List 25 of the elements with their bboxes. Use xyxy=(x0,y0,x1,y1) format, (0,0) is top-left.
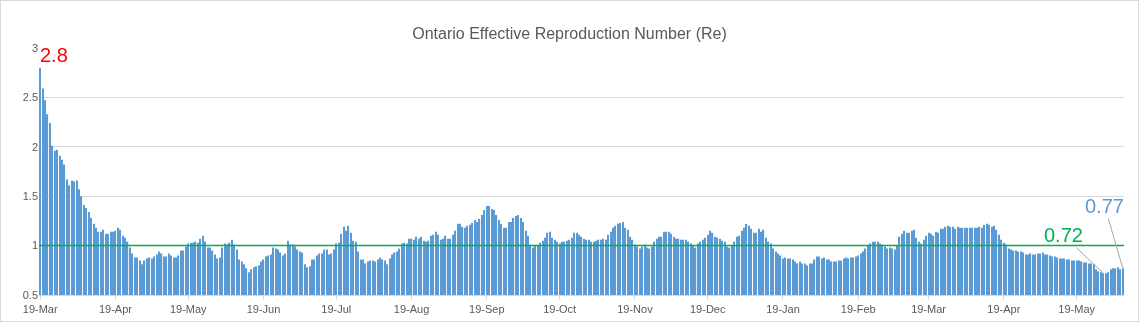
data-label: 2.8 xyxy=(40,44,68,66)
x-tick-label: 19-Jun xyxy=(246,303,281,316)
chart-title: Ontario Effective Reproduction Number (Re) xyxy=(412,24,727,42)
y-tick-label: 2 xyxy=(31,140,38,153)
x-tick-label: 19-Apr xyxy=(98,303,133,316)
x-tick-label: 19-Jul xyxy=(321,303,352,316)
x-tick-label: 19-May xyxy=(1058,303,1096,316)
x-tick-label: 19-Apr xyxy=(987,303,1021,316)
data-label: 0.72 xyxy=(1044,224,1083,246)
x-tick-label: 19-Nov xyxy=(617,303,654,316)
x-tick-label: 19-Oct xyxy=(543,303,577,316)
x-tick-label: 19-Mar xyxy=(911,303,947,316)
y-tick-label: 2.5 xyxy=(22,91,38,104)
data-label: 0.77 xyxy=(1085,195,1124,217)
y-tick-label: 3 xyxy=(31,41,38,54)
y-tick-label: 0.5 xyxy=(22,288,38,301)
x-tick-label: 19-Aug xyxy=(393,303,430,316)
x-tick-label: 19-Feb xyxy=(840,303,876,316)
y-tick-label: 1 xyxy=(31,239,38,252)
x-tick-label: 19-Mar xyxy=(22,303,58,316)
y-tick-label: 1.5 xyxy=(22,190,38,203)
x-tick-label: 19-May xyxy=(169,303,208,316)
x-tick-label: 19-Dec xyxy=(689,303,726,316)
x-tick-label: 19-Jan xyxy=(766,303,800,316)
x-tick-label: 19-Sep xyxy=(469,303,505,316)
